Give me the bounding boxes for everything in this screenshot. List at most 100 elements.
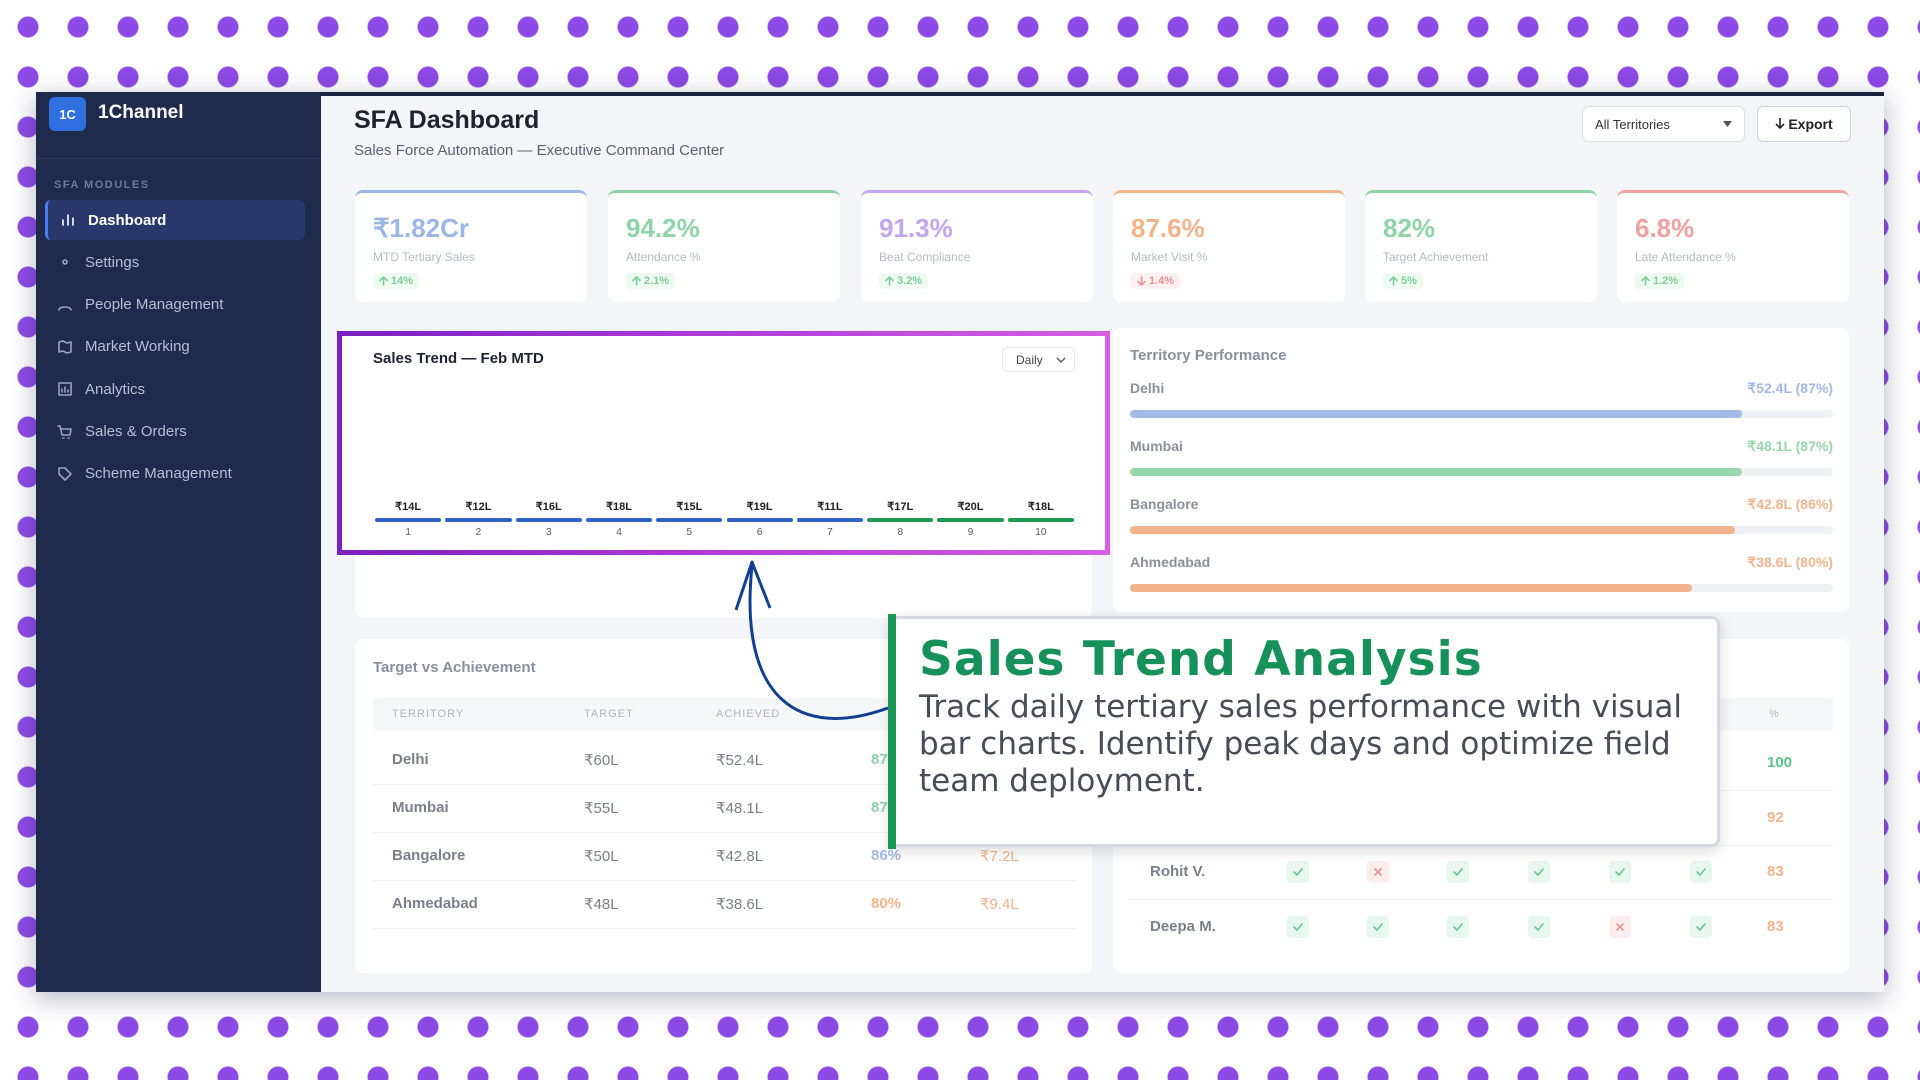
territory-title: Territory Performance	[1130, 347, 1287, 364]
day-label: 3	[545, 527, 552, 538]
kpi-change-value: 3.2%	[897, 275, 923, 287]
trend-arrow-path	[632, 276, 641, 286]
bar-label: ₹18L	[1027, 501, 1054, 513]
day-label: 10	[1035, 527, 1047, 538]
nav-icon	[58, 305, 72, 311]
kpi-label: Late Attendance %	[1635, 250, 1736, 264]
score: 83	[1767, 918, 1784, 936]
target-title: Target vs Achievement	[373, 659, 536, 676]
bar-label: ₹20L	[957, 501, 984, 513]
kpi-change-value: 1.2%	[1653, 275, 1679, 287]
trend-arrow-path	[1641, 276, 1650, 286]
nav-item[interactable]: Settings	[45, 242, 305, 282]
trend-arrow-path	[1137, 276, 1146, 286]
nav-item[interactable]: Sales & Orders	[45, 412, 305, 452]
cell-gap: ₹7.2L	[980, 848, 1019, 865]
cross-icon	[1616, 923, 1624, 931]
cell-target: ₹55L	[584, 800, 619, 817]
bar	[375, 518, 442, 522]
nav-item[interactable]: Analytics	[45, 369, 305, 409]
day-label: 1	[405, 527, 411, 538]
kpi-value: 6.8%	[1635, 213, 1695, 243]
check-icon	[1696, 868, 1706, 877]
bar-fill	[1130, 468, 1742, 476]
check-icon	[1534, 868, 1544, 877]
cell-territory: Ahmedabad	[392, 895, 478, 912]
export-label: Export	[1788, 116, 1833, 132]
row-divider	[1130, 899, 1833, 901]
territory-name: Mumbai	[1130, 438, 1183, 454]
check-icon-path	[1696, 923, 1706, 931]
kpi-change: 5%	[1383, 273, 1423, 289]
kpi-value: 94.2%	[626, 213, 700, 243]
bar-label: ₹19L	[746, 501, 773, 513]
row-divider	[373, 784, 1076, 785]
territory-filter[interactable]: All Territories	[1582, 106, 1745, 142]
day-label: 8	[897, 527, 904, 538]
score-header: %	[1769, 708, 1780, 720]
day-label: 4	[616, 527, 622, 538]
row-divider	[373, 880, 1076, 881]
kpi-change-value: 2.1%	[644, 275, 670, 287]
absent-mark	[1367, 861, 1389, 884]
bar-track	[1130, 526, 1833, 534]
nav-item[interactable]: Market Working	[45, 327, 305, 367]
present-mark	[1528, 861, 1550, 884]
check-icon-path	[1534, 868, 1544, 877]
row-divider	[373, 928, 1076, 929]
territory-value: ₹38.6L (80%)	[1747, 554, 1833, 570]
absent-mark	[1609, 916, 1631, 939]
nav-icon	[58, 466, 72, 481]
check-icon	[1293, 923, 1303, 931]
territory-value: ₹42.8L (86%)	[1747, 496, 1833, 512]
check-icon	[1534, 923, 1544, 931]
section-label: SFA MODULES	[54, 179, 150, 191]
kpi-card: 6.8% Late Attendance % 1.2%	[1617, 190, 1849, 302]
kpi-change: 14%	[373, 273, 420, 289]
bar-fill	[1130, 410, 1742, 418]
brand-badge: 1C	[49, 97, 86, 131]
check-icon-path	[1453, 868, 1463, 877]
nav-icon	[57, 424, 72, 439]
trend-arrow	[632, 276, 641, 286]
kpi-change-value: 1.4%	[1149, 275, 1175, 287]
bar-label: ₹16L	[535, 501, 562, 513]
territory-value: ₹48.1L (87%)	[1747, 438, 1833, 454]
territory-name: Delhi	[1130, 380, 1165, 396]
nav-icon-path	[62, 214, 74, 226]
cell-target: ₹60L	[584, 752, 619, 769]
nav-icon-path	[57, 424, 72, 439]
bar	[867, 518, 934, 522]
cross-icon	[1374, 868, 1382, 877]
period-label: Daily	[1016, 352, 1043, 367]
trend-arrow-path	[885, 276, 894, 286]
period-dropdown[interactable]: Daily	[1002, 347, 1075, 372]
cell-pct: 80%	[871, 895, 902, 912]
nav-item[interactable]: Scheme Management	[45, 454, 305, 494]
present-mark	[1287, 916, 1309, 939]
kpi-change-value: 5%	[1401, 275, 1417, 287]
bar-fill	[1130, 584, 1693, 592]
territory-name: Ahmedabad	[1130, 554, 1211, 570]
territory-value: ₹52.4L (87%)	[1747, 380, 1833, 396]
check-icon	[1293, 868, 1303, 877]
nav-icon	[58, 340, 72, 354]
cell-achieved: ₹48.1L	[716, 800, 764, 817]
bar-label: ₹15L	[676, 501, 703, 513]
nav-item[interactable]: Dashboard	[45, 200, 305, 240]
export-button[interactable]: Export	[1757, 106, 1851, 142]
bar	[1007, 518, 1074, 522]
kpi-value: 91.3%	[879, 213, 953, 243]
filter-label: All Territories	[1595, 116, 1670, 132]
nav-item[interactable]: People Management	[45, 285, 305, 325]
present-mark	[1447, 861, 1469, 884]
score: 100	[1767, 754, 1793, 771]
present-mark	[1367, 916, 1389, 939]
nav-label: Analytics	[85, 380, 146, 398]
kpi-card: 87.6% Market Visit % 1.4%	[1113, 190, 1345, 302]
bar-label: ₹17L	[887, 501, 914, 513]
kpi-value: 87.6%	[1131, 213, 1205, 243]
sidebar	[36, 92, 321, 992]
bar	[445, 518, 512, 522]
